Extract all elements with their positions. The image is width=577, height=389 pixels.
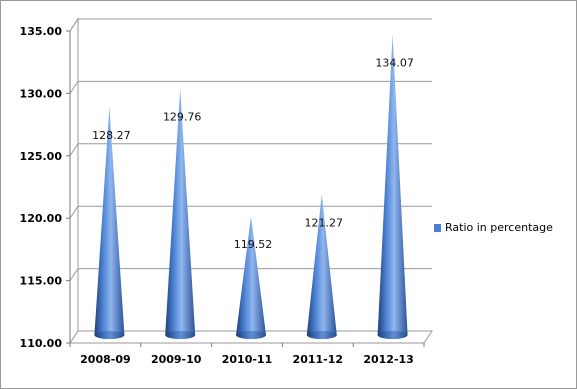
y-tick-label: 135.00 <box>20 25 63 38</box>
data-label: 128.27 <box>92 129 131 142</box>
x-tick-label: 2009-10 <box>151 353 202 366</box>
y-tick-label: 130.00 <box>20 87 63 100</box>
cone-base <box>236 331 266 339</box>
cone-base <box>165 331 196 339</box>
cone-2010-11 <box>236 216 266 339</box>
data-label: 121.27 <box>305 216 344 229</box>
gridline <box>69 143 432 157</box>
x-tick-label: 2010-11 <box>222 353 273 366</box>
cone-2012-13 <box>377 34 408 340</box>
y-axis-ticks: 110.00 115.00 120.00 125.00 130.00 135.00 <box>20 25 71 350</box>
x-tick-label: 2012-13 <box>363 353 414 366</box>
y-tick-label: 120.00 <box>20 212 63 225</box>
cone-2009-10 <box>165 88 196 339</box>
cone-2011-12 <box>306 194 337 339</box>
side-wall <box>69 17 79 345</box>
legend: Ratio in percentage <box>434 221 553 234</box>
y-tick-label: 115.00 <box>20 275 63 288</box>
y-tick-label: 125.00 <box>20 150 63 163</box>
cone-base <box>94 331 125 339</box>
gridline <box>69 18 432 32</box>
x-tick-label: 2011-12 <box>293 353 344 366</box>
y-tick-label: 110.00 <box>20 337 63 350</box>
x-tick-label: 2008-09 <box>80 353 131 366</box>
x-axis-ticks: 2008-09 2009-10 2010-11 2011-12 2012-13 <box>69 343 425 366</box>
cone-2008-09 <box>94 106 125 339</box>
cone-base <box>306 331 337 339</box>
legend-label: Ratio in percentage <box>445 221 553 234</box>
cone-base <box>377 331 408 339</box>
gridline <box>69 80 432 94</box>
gridline <box>69 205 432 219</box>
data-label: 119.52 <box>234 238 273 251</box>
data-label: 134.07 <box>375 57 414 70</box>
data-labels: 128.27 129.76 119.52 121.27 134.07 <box>92 57 414 252</box>
cone-series <box>94 34 408 340</box>
legend-swatch <box>434 223 441 232</box>
data-label: 129.76 <box>163 110 202 123</box>
